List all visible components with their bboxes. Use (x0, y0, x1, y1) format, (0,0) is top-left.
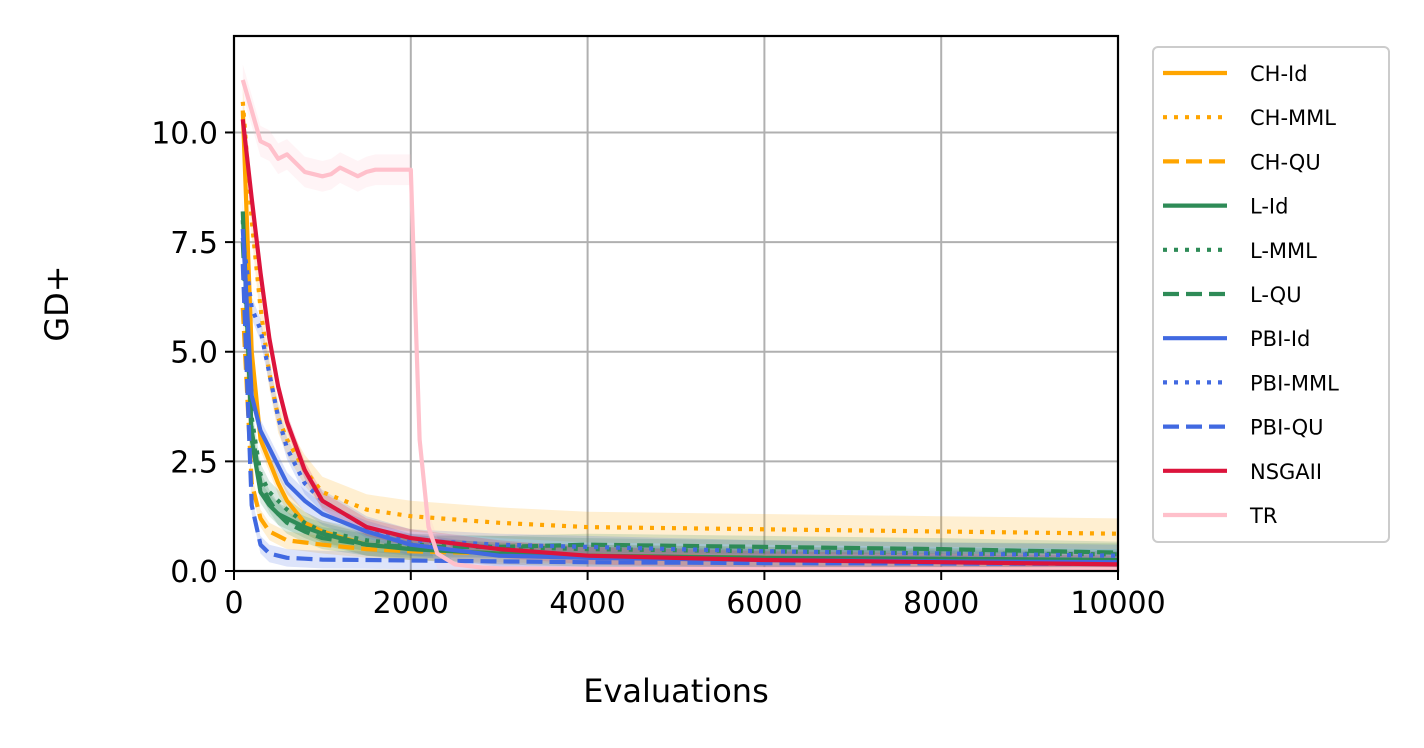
x-tick-label: 4000 (549, 586, 625, 621)
axis-ticks: 0 2000 4000 6000 8000 10000 0.0 2.5 5.0 7.5 10.0 (151, 116, 1166, 621)
legend-label: L-Id (1250, 195, 1288, 219)
series-line-l-qu (240, 242, 1119, 555)
x-tick-label: 0 (224, 586, 243, 621)
legend-label: CH-QU (1250, 150, 1321, 174)
legend-label: TR (1249, 504, 1277, 528)
legend-label: PBI-MML (1250, 371, 1339, 395)
series-line-pbi-qu (240, 263, 1119, 567)
x-tick-label: 2000 (373, 586, 449, 621)
series-line-ch-qu (240, 307, 1119, 564)
legend-label: NSGAII (1250, 460, 1322, 484)
legend-label: PBI-QU (1250, 416, 1324, 440)
y-tick-label: 5.0 (170, 336, 218, 371)
y-tick-label: 2.5 (170, 445, 218, 480)
band-ch-qu (242, 299, 1119, 571)
band-ch-id (242, 99, 1119, 571)
band-ch-mml (242, 86, 1119, 550)
x-tick-label: 6000 (726, 586, 802, 621)
grid (233, 36, 1119, 572)
series-line-ch-mml (240, 101, 1119, 536)
band-tr (242, 64, 1119, 571)
legend: CH-Id CH-MML CH-QU L-Id L-MML L-QU PBI-Id PBI-M… (1152, 46, 1390, 543)
x-tick-label: 8000 (903, 586, 979, 621)
band-l-qu (242, 231, 1119, 564)
x-axis-label: Evaluations (583, 672, 769, 710)
series-line-pbi-mml (240, 237, 1119, 558)
plot-frame (232, 34, 1120, 573)
y-tick-label: 0.0 (170, 555, 218, 590)
legend-label: L-MML (1250, 239, 1317, 263)
band-l-mml (242, 209, 1119, 566)
y-axis-label: GD+ (38, 265, 76, 341)
y-tick-label: 7.5 (170, 226, 218, 261)
x-tick-label: 10000 (1070, 586, 1165, 621)
series-line-nsgaii (240, 119, 1119, 567)
legend-label: CH-Id (1250, 62, 1308, 86)
series-line-tr (240, 79, 1118, 572)
legend-box (1152, 46, 1390, 543)
legend-label: CH-MML (1250, 106, 1336, 130)
series-lines (240, 79, 1119, 572)
legend-label: PBI-Id (1250, 327, 1310, 351)
y-tick-label: 10.0 (151, 116, 218, 151)
series-line-l-mml (240, 220, 1119, 557)
legend-label: L-QU (1250, 283, 1302, 307)
confidence-bands (242, 64, 1119, 572)
